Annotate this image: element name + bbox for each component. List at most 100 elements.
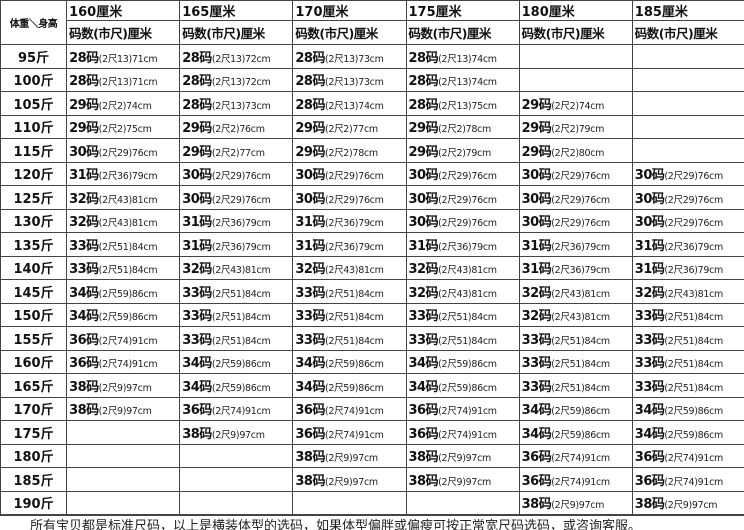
size-detail: (2尺36)79cm (99, 171, 158, 182)
size-detail: (2尺29)76cm (99, 148, 158, 159)
size-detail: (2尺43)81cm (438, 265, 497, 276)
size-code: 38码 (409, 450, 439, 465)
size-cell: 29码(2尺2)80cm (519, 139, 632, 163)
size-detail: (2尺36)79cm (325, 242, 384, 253)
size-code: 30码 (522, 215, 552, 230)
unit-header: 码数(市尺)厘米 (406, 21, 519, 45)
size-code: 29码 (69, 98, 99, 113)
size-cell: 36码(2尺74)91cm (406, 397, 519, 421)
size-detail: (2尺36)79cm (551, 242, 610, 253)
size-cell: 34码(2尺59)86cm (632, 397, 744, 421)
size-code: 31码 (295, 239, 325, 254)
size-detail: (2尺29)76cm (438, 195, 497, 206)
size-detail: (2尺36)79cm (551, 265, 610, 276)
size-detail: (2尺29)76cm (325, 171, 384, 182)
size-cell: 28码(2尺13)74cm (293, 92, 406, 116)
size-cell: 33码(2尺51)84cm (293, 327, 406, 351)
size-detail: (2尺2)79cm (438, 148, 491, 159)
empty-cell (519, 45, 632, 69)
size-code: 38码 (409, 474, 439, 489)
size-cell: 33码(2尺51)84cm (632, 374, 744, 398)
size-code: 38码 (69, 380, 99, 395)
unit-header: 码数(市尺)厘米 (180, 21, 293, 45)
size-cell: 38码(2尺9)97cm (67, 374, 180, 398)
size-code: 33码 (635, 333, 665, 348)
size-code: 33码 (295, 286, 325, 301)
size-cell: 28码(2尺13)73cm (293, 45, 406, 69)
size-cell: 31码(2尺36)79cm (67, 162, 180, 186)
size-code: 29码 (295, 121, 325, 136)
size-cell: 31码(2尺36)79cm (632, 233, 744, 257)
size-code: 28码 (409, 74, 439, 89)
size-detail: (2尺51)84cm (664, 312, 723, 323)
weight-cell: 105斤 (1, 92, 67, 116)
size-cell: 32码(2尺43)81cm (293, 256, 406, 280)
size-code: 31码 (635, 239, 665, 254)
size-code: 31码 (409, 239, 439, 254)
size-cell: 33码(2尺51)84cm (519, 327, 632, 351)
empty-cell (67, 444, 180, 468)
size-code: 32码 (69, 192, 99, 207)
size-cell: 28码(2尺13)75cm (406, 92, 519, 116)
size-code: 30码 (295, 168, 325, 183)
size-detail: (2尺59)86cm (99, 289, 158, 300)
size-code: 34码 (409, 356, 439, 371)
size-detail: (2尺13)74cm (438, 54, 497, 65)
size-cell: 29码(2尺2)78cm (406, 115, 519, 139)
size-code: 32码 (409, 286, 439, 301)
size-code: 33码 (522, 356, 552, 371)
size-code: 30码 (295, 192, 325, 207)
size-cell: 31码(2尺36)79cm (519, 256, 632, 280)
size-code: 29码 (182, 145, 212, 160)
size-code: 30码 (182, 168, 212, 183)
size-detail: (2尺9)97cm (99, 383, 152, 394)
empty-cell (632, 92, 744, 116)
weight-cell: 150斤 (1, 303, 67, 327)
size-code: 28码 (295, 51, 325, 66)
size-detail: (2尺74)91cm (664, 477, 723, 488)
size-code: 34码 (522, 403, 552, 418)
size-cell: 30码(2尺29)76cm (180, 186, 293, 210)
size-code: 28码 (182, 74, 212, 89)
size-cell: 31码(2尺36)79cm (406, 233, 519, 257)
size-code: 34码 (182, 356, 212, 371)
size-cell: 33码(2尺51)84cm (293, 280, 406, 304)
size-cell: 28码(2尺13)71cm (67, 68, 180, 92)
size-code: 36码 (522, 450, 552, 465)
size-code: 36码 (69, 333, 99, 348)
size-cell: 36码(2尺74)91cm (293, 397, 406, 421)
size-detail: (2尺51)84cm (212, 336, 271, 347)
size-detail: (2尺13)74cm (438, 77, 497, 88)
size-detail: (2尺2)78cm (325, 148, 378, 159)
size-code: 30码 (409, 192, 439, 207)
size-cell: 38码(2尺9)97cm (632, 491, 744, 515)
size-cell: 36码(2尺74)91cm (180, 397, 293, 421)
size-detail: (2尺29)76cm (664, 171, 723, 182)
size-code: 31码 (522, 262, 552, 277)
size-cell: 36码(2尺74)91cm (293, 421, 406, 445)
size-cell: 31码(2尺36)79cm (180, 209, 293, 233)
size-code: 33码 (522, 380, 552, 395)
corner-header: 体重＼身高 (1, 1, 67, 45)
size-detail: (2尺59)86cm (438, 383, 497, 394)
size-cell: 28码(2尺13)72cm (180, 68, 293, 92)
size-cell: 38码(2尺9)97cm (67, 397, 180, 421)
size-code: 30码 (409, 168, 439, 183)
size-code: 36码 (295, 427, 325, 442)
weight-cell: 145斤 (1, 280, 67, 304)
size-code: 36码 (69, 356, 99, 371)
size-detail: (2尺43)81cm (325, 265, 384, 276)
size-cell: 29码(2尺2)79cm (519, 115, 632, 139)
weight-cell: 125斤 (1, 186, 67, 210)
size-cell: 32码(2尺43)81cm (406, 280, 519, 304)
empty-cell (632, 68, 744, 92)
height-header: 180厘米 (519, 1, 632, 21)
size-detail: (2尺9)97cm (438, 477, 491, 488)
